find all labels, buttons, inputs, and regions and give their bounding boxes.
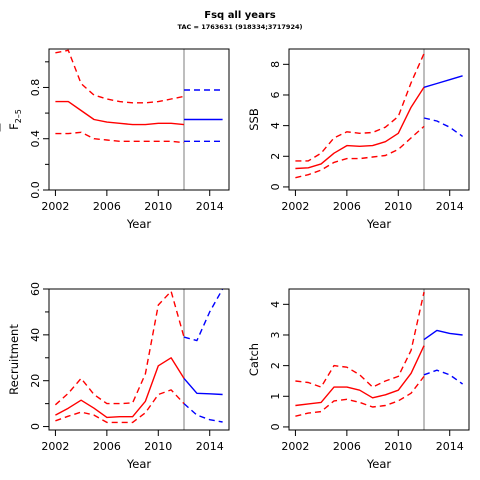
ssb-projection-upper-line bbox=[423, 75, 463, 88]
ssb-x-tick-label: 2014 bbox=[436, 200, 464, 213]
catch-historic-upper-line bbox=[295, 291, 425, 388]
recruitment-y-tick-label: 60 bbox=[29, 282, 42, 296]
recruitment-x-tick-label: 2006 bbox=[93, 440, 121, 453]
recruitment-historic-lower-line bbox=[55, 389, 185, 424]
recruitment-projection-upper-line bbox=[183, 289, 224, 342]
catch-y-tick-label: 4 bbox=[269, 301, 282, 308]
catch-projection-lower-line bbox=[423, 369, 464, 385]
ssb-x-tick-label: 2002 bbox=[281, 200, 309, 213]
ssb-historic-estimate-line bbox=[295, 86, 425, 170]
recruitment-y-tick-label: 0 bbox=[29, 423, 42, 430]
recruitment-projection-estimate-line bbox=[183, 377, 223, 396]
ssb-x-tick-label: 2006 bbox=[333, 200, 361, 213]
catch-x-tick-label: 2006 bbox=[333, 440, 361, 453]
ssb-x-axis-title: Year bbox=[366, 217, 392, 231]
panel-recruitment: 2002 2006 2010 2014 0 20 40 60 Year Recruitment bbox=[7, 282, 230, 471]
fishing-mortality-x-tick-label: 2010 bbox=[144, 200, 172, 213]
fishing-mortality-x-axis-title: Year bbox=[126, 217, 152, 231]
fishing-mortality-y-tick-label: 0.8 bbox=[29, 79, 42, 97]
catch-y-tick-label: 1 bbox=[269, 393, 282, 400]
fishing-mortality-y-tick-label: 0.4 bbox=[29, 130, 42, 148]
recruitment-y-tick-label: 20 bbox=[29, 374, 42, 388]
fishing-mortality-x-tick-label: 2002 bbox=[41, 200, 69, 213]
ssb-y-tick-label: 2 bbox=[269, 153, 282, 160]
fishing-mortality-y-tick-label: 0.0 bbox=[29, 181, 42, 199]
fishing-mortality-historic-estimate-line bbox=[55, 100, 185, 126]
panel-catch: 2002 2006 2010 2014 0 1 2 3 4 Year Catch bbox=[247, 288, 470, 471]
fishing-mortality-x-tick-label: 2014 bbox=[196, 200, 224, 213]
fishing-mortality-y-axis-title: F2–5 bbox=[7, 109, 23, 130]
catch-x-axis-title: Year bbox=[366, 457, 392, 471]
ssb-y-tick-label: 8 bbox=[269, 61, 282, 68]
catch-historic-estimate-line bbox=[295, 345, 425, 407]
catch-plot-frame bbox=[288, 288, 470, 431]
recruitment-plot-frame bbox=[48, 288, 230, 431]
ssb-historic-upper-line bbox=[295, 53, 425, 162]
ssb-plot-frame bbox=[288, 48, 470, 191]
ssb-y-tick-label: 4 bbox=[269, 122, 282, 129]
panel-ssb: 2002 2006 2010 2014 0 2 4 6 8 Year SSB bbox=[247, 48, 470, 231]
catch-x-tick-label: 2010 bbox=[384, 440, 412, 453]
catch-historic-lower-line bbox=[295, 375, 425, 417]
ssb-y-axis-title: SSB bbox=[247, 108, 261, 131]
recruitment-y-axis-title: Recruitment bbox=[7, 324, 21, 395]
recruitment-x-axis-title: Year bbox=[126, 457, 152, 471]
recruitment-x-tick-label: 2014 bbox=[196, 440, 224, 453]
recruitment-y-tick-label: 40 bbox=[29, 328, 42, 342]
ssb-x-tick-label: 2010 bbox=[384, 200, 412, 213]
catch-y-tick-label: 3 bbox=[269, 331, 282, 338]
fishing-mortality-x-tick-label: 2006 bbox=[93, 200, 121, 213]
recruitment-historic-estimate-line bbox=[55, 357, 185, 419]
catch-x-tick-label: 2014 bbox=[436, 440, 464, 453]
catch-x-tick-label: 2002 bbox=[281, 440, 309, 453]
ssb-y-tick-label: 0 bbox=[269, 183, 282, 190]
catch-projection-estimate-line bbox=[423, 329, 463, 341]
recruitment-projection-lower-line bbox=[183, 403, 223, 423]
catch-y-axis-title: Catch bbox=[247, 343, 261, 376]
ssb-historic-lower-line bbox=[295, 125, 425, 179]
catch-y-tick-label: 0 bbox=[269, 423, 282, 430]
recruitment-x-tick-label: 2002 bbox=[41, 440, 69, 453]
fishing-mortality-historic-lower-line bbox=[55, 131, 185, 144]
fishing-mortality-historic-upper-line bbox=[55, 49, 185, 104]
ssb-projection-lower-line bbox=[423, 117, 464, 137]
ssb-y-tick-label: 6 bbox=[269, 91, 282, 98]
figure-title: Fsq all years bbox=[204, 10, 276, 21]
recruitment-x-tick-label: 2010 bbox=[144, 440, 172, 453]
catch-y-tick-label: 2 bbox=[269, 362, 282, 369]
figure-subtitle: TAC = 1763631 (918334;3717924) bbox=[177, 23, 303, 31]
fishing-mortality-plot-frame bbox=[48, 48, 230, 191]
panel-fishing-mortality: 2002 2006 2010 2014 0.0 0.4 0.8 Year F2–5 bbox=[0, 48, 230, 231]
recruitment-historic-upper-line bbox=[54, 290, 185, 406]
